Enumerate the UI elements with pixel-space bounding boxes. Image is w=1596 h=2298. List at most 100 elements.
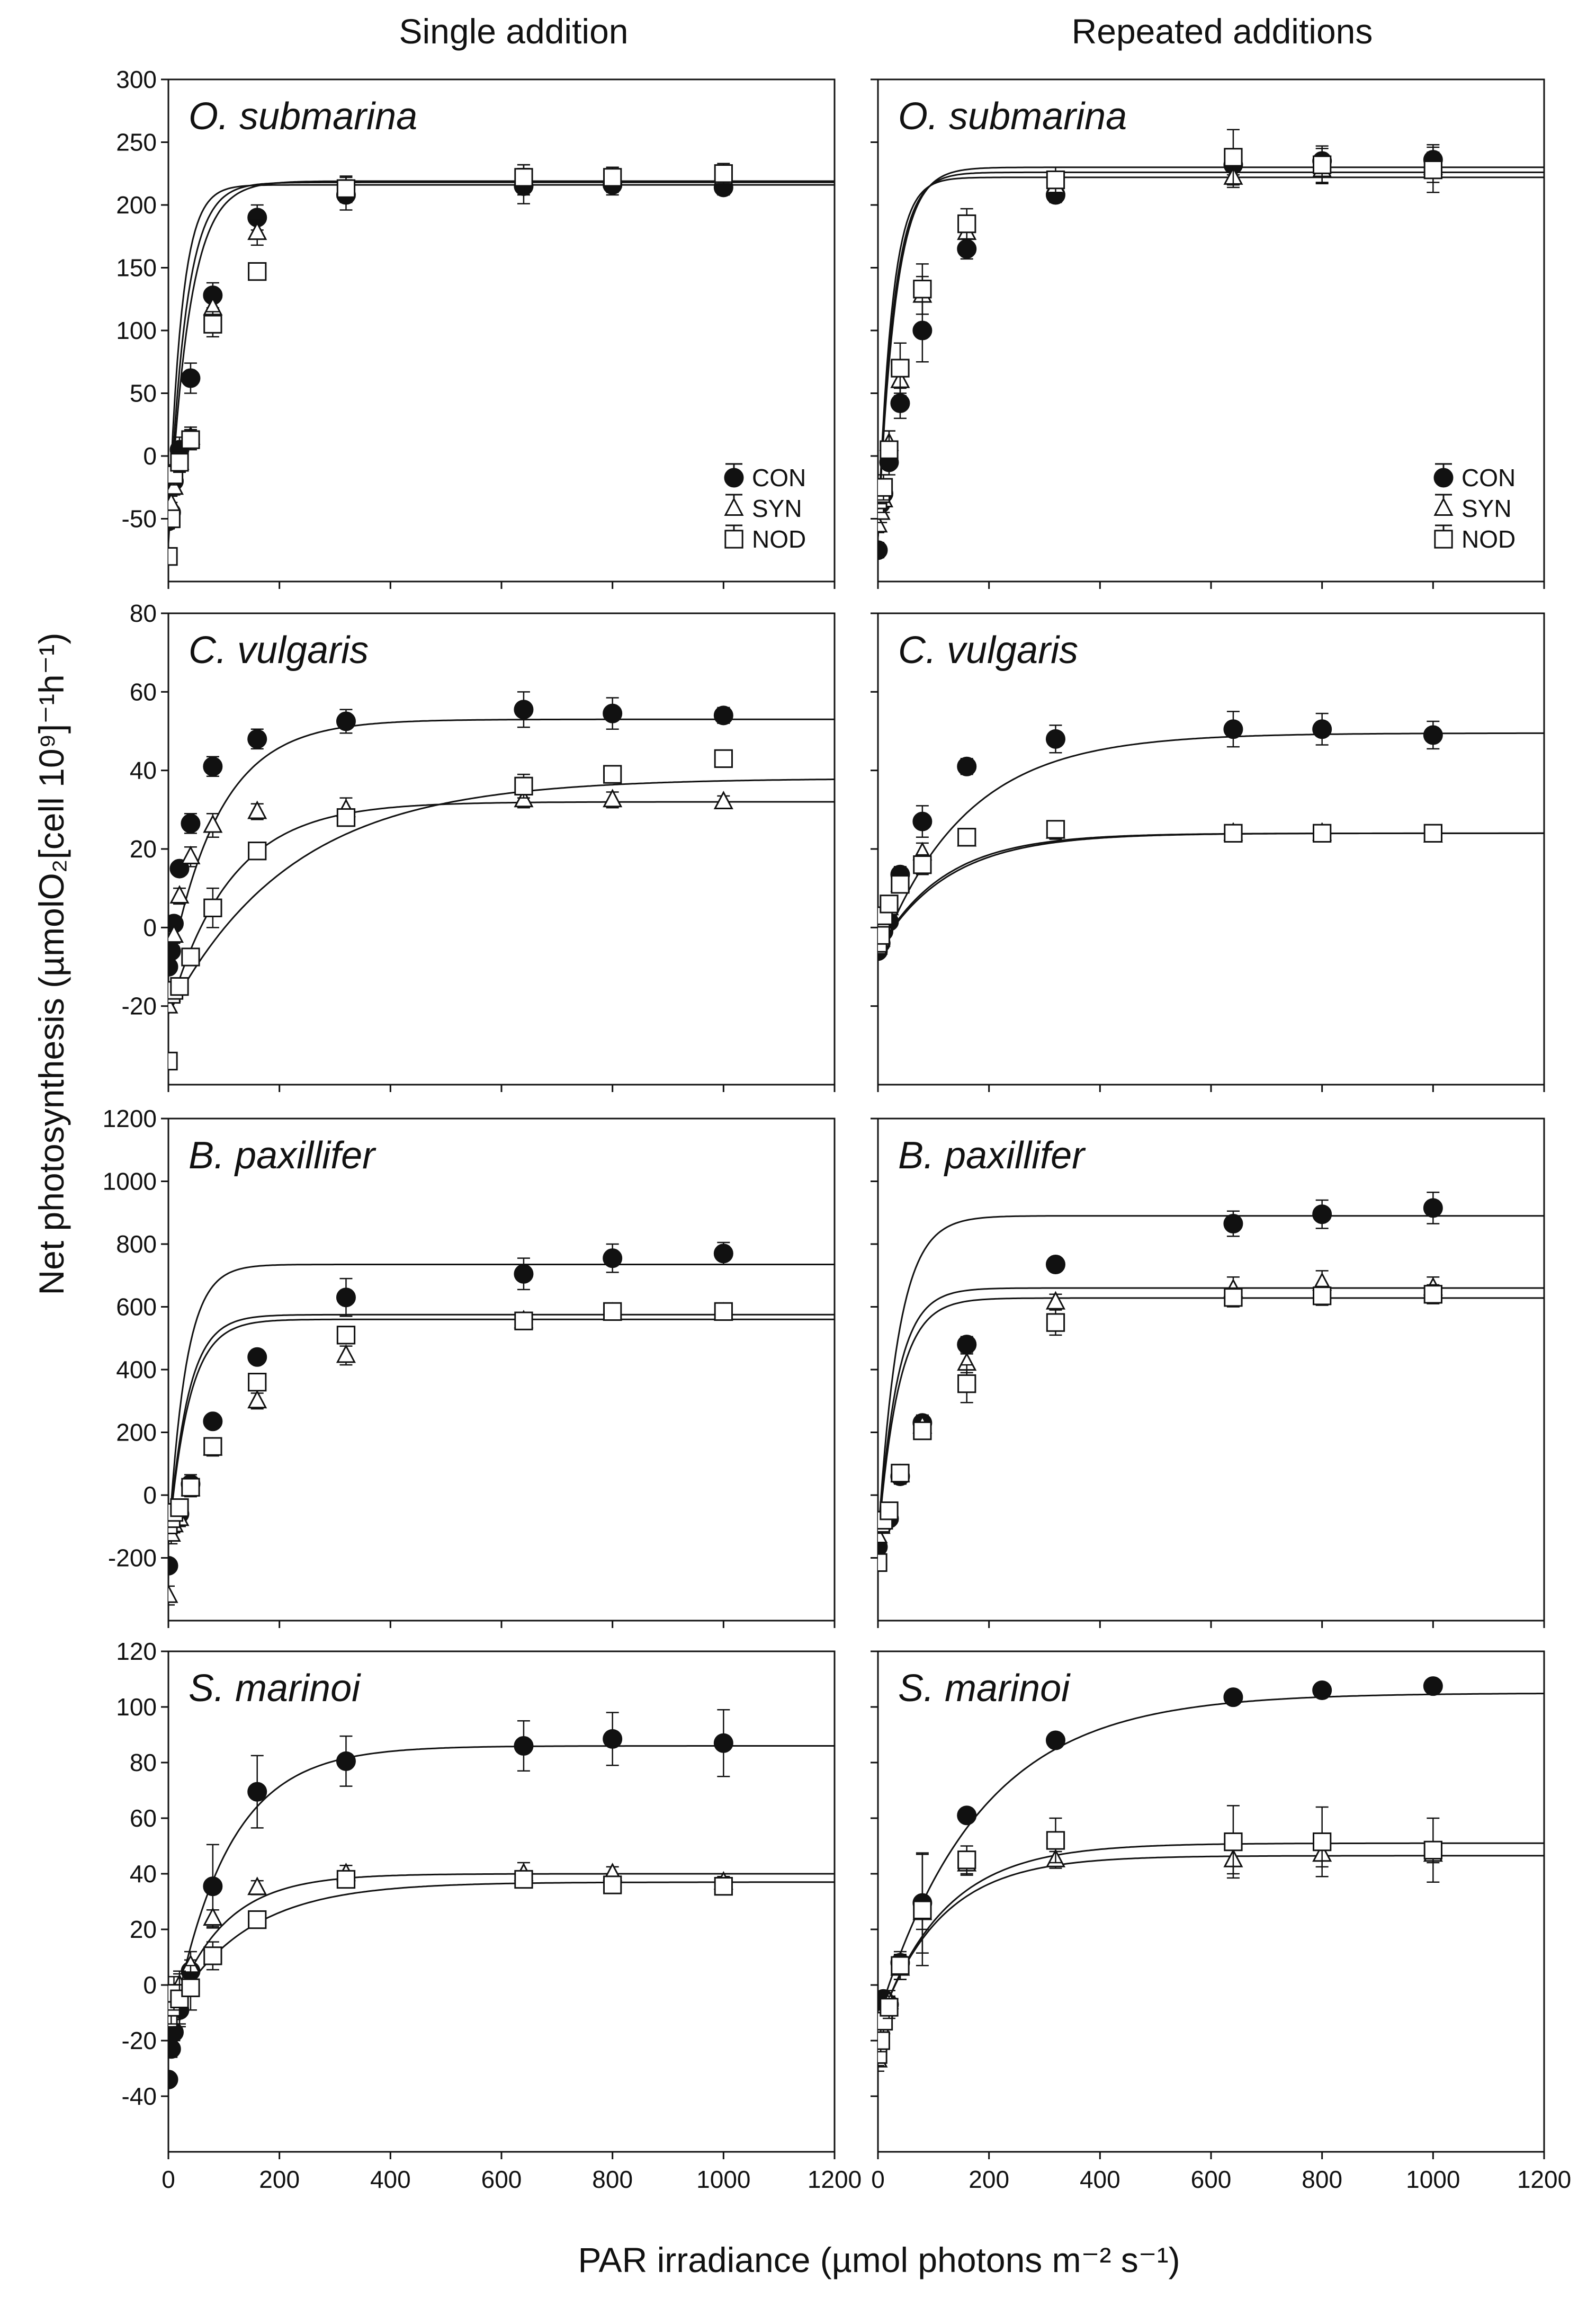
data-point-con (336, 1751, 356, 1771)
y-tick-label: 0 (143, 442, 157, 470)
data-point-nod (714, 749, 733, 768)
data-point-nod (957, 214, 976, 234)
data-point-nod (1313, 824, 1332, 843)
data-point-syn (203, 1907, 223, 1926)
y-tick-label: 100 (116, 317, 157, 344)
legend-marker-syn (724, 497, 744, 516)
data-point-nod (891, 875, 910, 894)
panel-species-title: O. submarina (898, 95, 1127, 138)
y-tick-label: 80 (130, 1749, 157, 1776)
data-point-con (1223, 1213, 1243, 1233)
plot-frame (167, 1117, 836, 1622)
data-point-syn (168, 924, 184, 943)
data-point-con (957, 1335, 977, 1355)
panel-species-title: C. vulgaris (898, 629, 1078, 672)
y-tick-label: 0 (143, 914, 157, 941)
data-point-nod (181, 947, 200, 967)
data-point-con (1223, 719, 1243, 739)
y-axis-title: Net photosynthesis (µmolO₂[cell 10⁹]⁻¹h⁻… (32, 632, 71, 1295)
plot-frame (167, 1650, 836, 2153)
data-point-con (181, 368, 201, 388)
legend-label-syn: SYN (1461, 495, 1512, 522)
column-title-single: Single addition (399, 12, 629, 51)
data-point-nod (891, 359, 910, 378)
data-point-nod (1046, 170, 1065, 190)
data-point-nod (957, 1850, 976, 1870)
data-point-nod (714, 1302, 733, 1321)
data-point-syn (603, 789, 623, 808)
data-point-con (1423, 1198, 1443, 1218)
legend-marker-nod (724, 530, 743, 549)
data-point-syn (247, 1390, 267, 1409)
legend-marker-nod (1434, 530, 1453, 549)
y-tick-label: 1000 (103, 1168, 157, 1195)
data-point-nod (181, 430, 200, 449)
y-tick-label: 300 (116, 66, 157, 93)
data-point-nod (1046, 1313, 1065, 1332)
plot-area (878, 1191, 1544, 1572)
y-tick-label: 0 (143, 1481, 157, 1509)
y-tick-label: 200 (116, 1419, 157, 1446)
data-point-nod (170, 977, 189, 996)
y-tick-label: -200 (108, 1544, 157, 1572)
data-point-nod (336, 808, 356, 827)
data-point-con (247, 1782, 267, 1802)
data-point-con (168, 941, 181, 961)
panel-c-vulgaris-repeated: C. vulgaris (871, 612, 1545, 1092)
data-point-con (603, 1729, 623, 1749)
data-point-con (603, 703, 623, 723)
data-point-nod (878, 1553, 887, 1572)
data-point-nod (1423, 1840, 1442, 1860)
plot-area (168, 163, 835, 566)
data-point-con (168, 1555, 178, 1576)
data-point-nod (336, 179, 356, 198)
data-point-con (181, 813, 201, 834)
data-point-con (168, 2039, 181, 2059)
data-point-con (1045, 729, 1065, 749)
y-tick-label: 60 (130, 1804, 157, 1832)
x-tick-label: 600 (481, 2166, 522, 2193)
data-point-con (514, 700, 534, 720)
x-tick-label: 400 (370, 2166, 411, 2193)
x-tick-label: 800 (1302, 2166, 1342, 2193)
data-point-nod (880, 1501, 899, 1521)
data-point-nod (181, 1478, 200, 1497)
data-point-nod (170, 1498, 189, 1517)
data-point-nod (1423, 824, 1442, 843)
data-point-syn (336, 1344, 356, 1363)
data-point-con (247, 1347, 267, 1367)
y-tick-label: 120 (116, 1638, 157, 1665)
panel-b-paxillifer-single: -200 0 200 400 600 800 1000 1200 B. paxillifer (103, 1105, 836, 1628)
y-tick-label: 20 (130, 1916, 157, 1943)
data-point-nod (203, 1946, 222, 1965)
data-point-nod (203, 315, 222, 334)
panel-o-submarina-repeated: O. submarina CON SYN NOD (871, 78, 1545, 589)
panel-species-title: B. paxillifer (189, 1134, 376, 1177)
x-tick-label: 200 (259, 2166, 300, 2193)
x-tick-label: 200 (969, 2166, 1009, 2193)
data-point-nod (181, 1978, 200, 1997)
data-point-con (1045, 1730, 1065, 1750)
data-point-nod (603, 1302, 622, 1321)
y-tick-label: -50 (122, 505, 157, 533)
data-point-nod (957, 828, 976, 847)
data-point-nod (913, 1900, 932, 1919)
x-tick-label: 0 (871, 2166, 885, 2193)
y-tick-label: 0 (143, 1971, 157, 1999)
data-point-nod (1046, 820, 1065, 839)
y-tick-label: 80 (130, 600, 157, 627)
data-point-nod (1224, 148, 1243, 167)
legend-label-syn: SYN (752, 495, 802, 522)
y-tick-label: -40 (122, 2082, 157, 2110)
panel-species-title: S. marinoi (898, 1667, 1071, 1710)
data-point-con (603, 1248, 623, 1268)
data-point-nod (248, 262, 267, 281)
data-point-con (203, 756, 223, 776)
data-point-nod (248, 1910, 267, 1929)
column-title-repeated: Repeated additions (1072, 12, 1373, 51)
panel-species-title: S. marinoi (189, 1667, 361, 1710)
data-point-nod (336, 1870, 356, 1889)
data-point-con (336, 711, 356, 731)
